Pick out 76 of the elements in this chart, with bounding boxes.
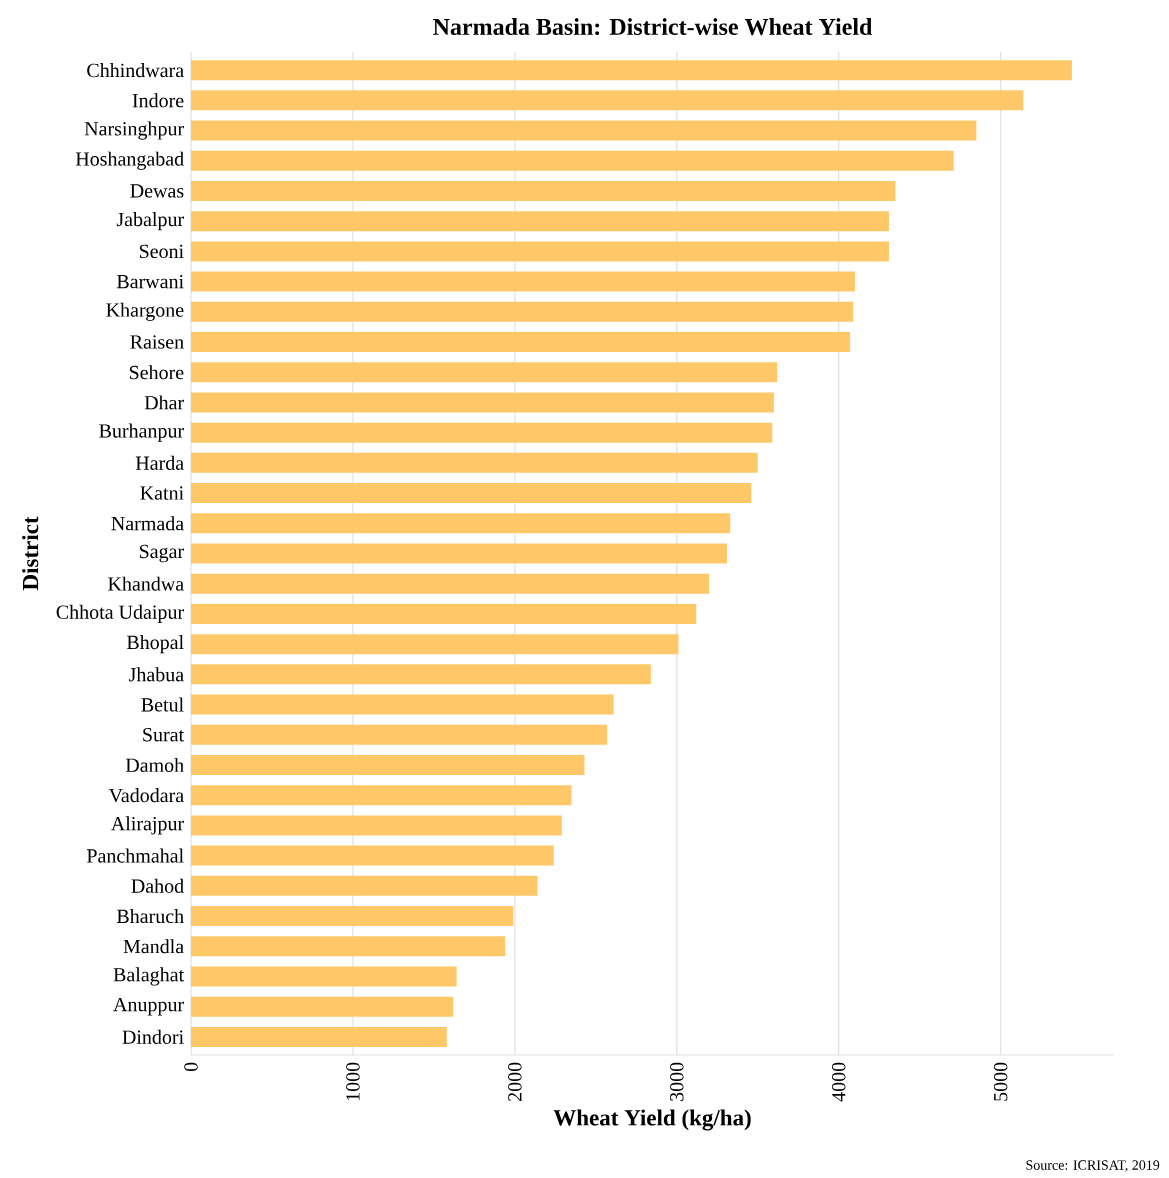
bar (191, 936, 506, 957)
y-tick-label: Alirajpur (111, 816, 184, 835)
y-tick-label: Bhopal (126, 635, 184, 654)
y-tick-label: Balaghat (113, 967, 185, 986)
y-tick-label: Betul (141, 697, 184, 712)
bar (191, 785, 572, 806)
y-tick-label: Indore (132, 93, 184, 108)
bar (191, 422, 773, 443)
y-tick-label: Sagar (139, 544, 184, 563)
y-tick-label: Chhindwara (87, 63, 184, 78)
y-tick-label: Anuppur (113, 997, 184, 1016)
bar (191, 845, 554, 866)
y-tick-label: Barwani (116, 274, 184, 289)
y-axis-title: District (22, 516, 39, 591)
bar (191, 573, 710, 594)
x-tick-label: 1000 (346, 1062, 360, 1101)
y-tick-label: Jhabua (129, 667, 184, 682)
bar (191, 664, 651, 685)
bar (191, 483, 752, 504)
y-tick-label: Narsinghpur (84, 121, 184, 140)
y-tick-label: Khargone (106, 302, 184, 321)
bar (191, 452, 758, 473)
bar (191, 90, 1024, 111)
bar (191, 120, 977, 141)
y-tick-label: Jabalpur (116, 212, 184, 231)
bar (191, 996, 454, 1017)
y-tick-label: Dindori (122, 1029, 184, 1044)
y-tick-label: Harda (135, 455, 184, 470)
y-tick-label: Dhar (144, 395, 184, 410)
y-tick-label: Khandwa (108, 576, 184, 591)
y-tick-label: Bharuch (116, 909, 184, 924)
y-tick-label: Mandla (123, 939, 184, 954)
x-axis-title: Wheat Yield (kg/ha) (553, 1109, 751, 1131)
y-tick-label: Damoh (125, 757, 184, 773)
bar (191, 271, 855, 292)
bar (191, 1026, 447, 1047)
bar (191, 392, 774, 413)
bar (191, 301, 854, 322)
source-note: Source: ICRISAT, 2019 (1026, 1160, 1160, 1172)
chart-title: Narmada Basin: District-wise Wheat Yield (433, 18, 873, 36)
y-tick-label: Raisen (130, 335, 184, 349)
y-tick-label: Burhanpur (99, 423, 184, 442)
y-tick-label: Panchmahal (86, 848, 184, 863)
bar (191, 362, 778, 383)
bar (191, 211, 889, 232)
x-tick-label: 4000 (831, 1062, 846, 1102)
bar (191, 332, 851, 353)
y-tick-label: Dahod (131, 878, 184, 893)
bar (191, 543, 727, 564)
bar (191, 241, 889, 262)
bar (191, 906, 514, 927)
bar (191, 634, 679, 655)
x-tick-label: 3000 (670, 1062, 684, 1101)
bar (191, 724, 608, 745)
y-tick-label: Vadodara (108, 788, 184, 803)
bar (191, 150, 954, 171)
x-tick-label: 0 (184, 1062, 198, 1072)
bar (191, 513, 731, 534)
bar (191, 603, 697, 624)
x-tick-label: 5000 (993, 1062, 1008, 1101)
bar (191, 815, 562, 836)
bar (191, 754, 585, 775)
x-tick-label: 2000 (508, 1062, 522, 1101)
y-tick-label: Hoshangabad (75, 151, 184, 170)
bar (191, 694, 614, 715)
y-tick-label: Narmada (111, 516, 184, 531)
y-tick-label: Katni (140, 486, 184, 500)
bar (191, 966, 457, 987)
bar (191, 180, 896, 201)
y-tick-label: Surat (143, 728, 185, 742)
bar (191, 60, 1072, 81)
y-tick-label: Dewas (130, 184, 184, 198)
y-tick-label: Sehore (129, 365, 184, 380)
y-tick-label: Seoni (139, 244, 184, 259)
y-tick-label: Chhota Udaipur (56, 604, 184, 623)
bar (191, 875, 538, 896)
